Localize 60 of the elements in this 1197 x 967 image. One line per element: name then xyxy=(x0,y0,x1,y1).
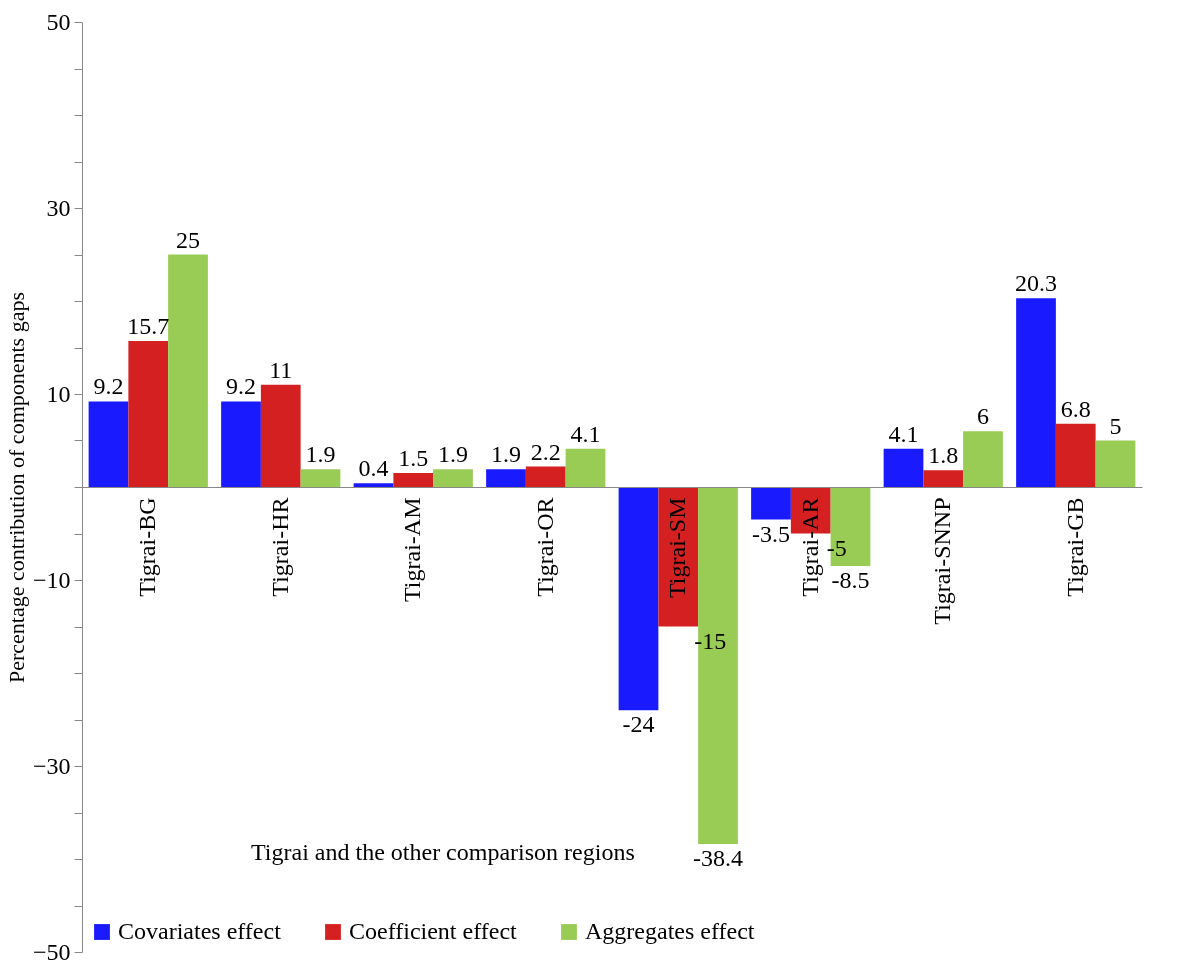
bar xyxy=(963,431,1003,487)
bar xyxy=(168,254,208,487)
data-label: 6 xyxy=(977,403,989,430)
data-label: 9.2 xyxy=(93,373,124,400)
y-tick-label: −50 xyxy=(32,938,71,965)
data-label: 1.9 xyxy=(438,441,468,468)
bar xyxy=(128,340,169,487)
bar xyxy=(751,487,791,520)
y-tick-label: 30 xyxy=(46,194,71,221)
x-tick-label: Tigrai-AR xyxy=(796,497,823,597)
data-label: 4.1 xyxy=(888,420,919,447)
data-label: -3.5 xyxy=(752,520,790,547)
bar xyxy=(393,473,434,487)
bar xyxy=(618,487,659,711)
data-label: 11 xyxy=(269,356,293,383)
y-tick-label: −30 xyxy=(32,752,71,779)
bar xyxy=(1095,440,1136,487)
x-tick-label: Tigrai-SM xyxy=(664,497,691,598)
bar xyxy=(1016,298,1056,487)
data-label: 9.2 xyxy=(226,373,256,400)
bar xyxy=(525,466,566,487)
x-tick-label: Tigrai-HR xyxy=(266,497,293,597)
bar xyxy=(433,469,473,487)
data-label: -8.5 xyxy=(831,567,870,594)
data-label: 20.3 xyxy=(1015,270,1057,297)
bar xyxy=(923,470,964,487)
data-label: 1.8 xyxy=(928,442,959,469)
bar xyxy=(260,384,301,487)
y-tick-label: 50 xyxy=(46,8,71,35)
data-label: 4.1 xyxy=(570,420,601,447)
data-label: 1.9 xyxy=(305,441,336,468)
bar xyxy=(883,448,924,487)
data-label: 5 xyxy=(1109,412,1122,439)
data-label: 1.9 xyxy=(491,441,521,468)
data-label: 2.2 xyxy=(530,438,561,465)
bar xyxy=(300,469,341,487)
data-label: 25 xyxy=(176,226,200,253)
bar xyxy=(565,448,606,487)
bar xyxy=(221,401,261,487)
legend-label: Coefficient effect xyxy=(349,918,518,944)
y-tick-label: 10 xyxy=(46,380,71,407)
x-tick-label: Tigrai-OR xyxy=(531,497,558,597)
legend-label: Aggregates effect xyxy=(585,918,755,944)
y-axis-title: Percentage contribution of components gaps xyxy=(3,291,29,684)
legend-label: Covariates effect xyxy=(118,918,282,944)
y-tick-label: −10 xyxy=(32,566,71,593)
x-tick-label: Tigrai-AM xyxy=(399,497,426,602)
x-axis-title: Tigrai and the other comparison regions xyxy=(251,838,635,865)
data-label: 0.4 xyxy=(358,455,389,482)
x-tick-label: Tigrai-SNNP xyxy=(929,497,956,625)
bar xyxy=(1055,423,1096,487)
bar xyxy=(486,469,526,487)
data-label: -38.4 xyxy=(693,845,743,872)
data-label: -24 xyxy=(622,711,655,738)
bar xyxy=(353,483,394,487)
bar xyxy=(88,401,129,487)
x-tick-label: Tigrai-BG xyxy=(134,497,161,597)
data-label: 1.5 xyxy=(398,445,429,472)
x-tick-label: Tigrai-GB xyxy=(1061,497,1088,597)
data-label: 6.8 xyxy=(1060,395,1091,422)
